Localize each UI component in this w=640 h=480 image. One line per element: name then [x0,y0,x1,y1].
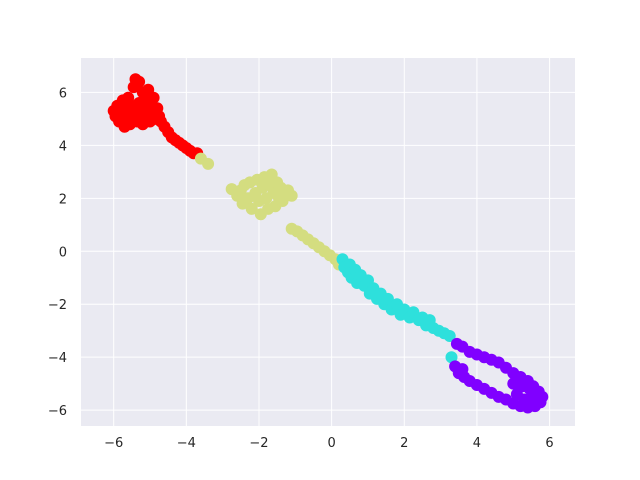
y-tick-label: 6 [59,86,67,101]
y-tick-label: −4 [48,351,67,366]
x-tick-label: 0 [327,436,335,451]
scatter-point [245,202,258,215]
y-tick-label: −6 [48,404,67,419]
scatter-point [445,351,458,364]
x-tick-label: 6 [545,436,553,451]
scatter-series [107,73,204,160]
scatter-points [107,73,549,414]
x-tick-labels: −6 −4 −2 0 2 4 6 [104,436,554,451]
scatter-point [133,75,146,88]
y-tick-label: −2 [48,298,67,313]
scatter-point [530,393,543,406]
scatter-point [285,189,298,202]
scatter-point [443,330,456,342]
scatter-point [456,363,469,376]
scatter-point [147,91,160,104]
scatter-series [194,152,345,271]
scatter-series [336,253,458,364]
y-tick-labels: −6 −4 −2 0 2 4 6 [48,86,67,419]
x-tick-label: −2 [249,436,268,451]
x-tick-label: −4 [177,436,196,451]
y-tick-label: 0 [59,245,67,260]
x-tick-label: 2 [400,436,408,451]
x-tick-label: −6 [104,436,123,451]
x-tick-label: 4 [473,436,481,451]
scatter-point [381,292,394,305]
scatter-point [507,377,520,390]
y-tick-label: 4 [59,139,67,154]
scatter-point [202,157,215,170]
y-tick-label: 2 [59,192,67,207]
scatter-point [516,380,529,393]
scatter-series [449,337,549,414]
